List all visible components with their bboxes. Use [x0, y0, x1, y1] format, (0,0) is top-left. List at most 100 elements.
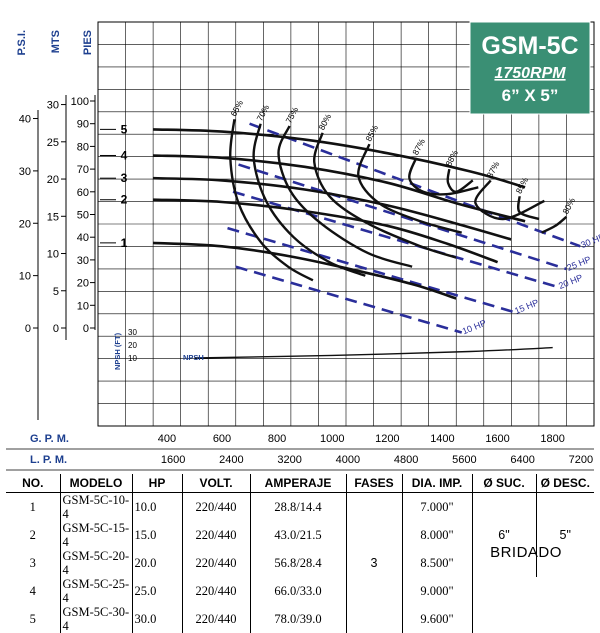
psi-tick-label: 40 — [19, 114, 31, 126]
table-cell: 220/440 — [182, 577, 250, 605]
mts-tick-label: 30 — [47, 100, 59, 112]
table-cell: GSM-5C-25-4 — [60, 577, 132, 605]
gpm-tick-label: 800 — [268, 433, 286, 445]
impeller-label: 1 — [121, 236, 128, 250]
lpm-axis-label: L. P. M. — [30, 454, 67, 466]
hp-label: 20 HP — [557, 272, 584, 291]
lpm-tick-label: 4800 — [394, 454, 418, 466]
impeller-label: 2 — [121, 193, 128, 207]
mts-tick-label: 10 — [47, 249, 59, 261]
gpm-tick-label: 1400 — [430, 433, 454, 445]
table-cell: 78.0/39.0 — [250, 605, 346, 633]
mts-tick-label: 15 — [47, 211, 59, 223]
table-cell: 9.600" — [402, 605, 472, 633]
efficiency-label: 85% — [363, 123, 380, 143]
efficiency-curve — [230, 119, 313, 280]
title-model: GSM-5C — [481, 32, 578, 60]
lpm-tick-label: 1600 — [161, 454, 185, 466]
psi-tick-label: 10 — [19, 271, 31, 283]
efficiency-curve — [448, 169, 473, 192]
chart-axes — [6, 95, 594, 470]
pies-tick-label: 0 — [83, 323, 89, 335]
table-cell: 220/440 — [182, 605, 250, 633]
table-cell: 5 — [6, 605, 60, 633]
pies-tick-label: 10 — [77, 300, 89, 312]
pies-tick-label: 80 — [77, 141, 89, 153]
gpm-tick-label: 1000 — [320, 433, 344, 445]
gpm-tick-label: 400 — [158, 433, 176, 445]
efficiency-label: 85% — [514, 175, 531, 195]
table-cell: 220/440 — [182, 549, 250, 577]
title-rpm: 1750RPM — [494, 65, 566, 82]
gpm-axis-label: G. P. M. — [30, 433, 69, 445]
efficiency-curve — [475, 180, 544, 219]
table-header-cell: MODELO — [60, 474, 132, 493]
table-cell: 220/440 — [182, 493, 250, 522]
table-cell: 4 — [6, 577, 60, 605]
table-header-cell: AMPERAJE — [250, 474, 346, 493]
lpm-tick-label: 5600 — [452, 454, 476, 466]
hp-line — [236, 267, 462, 333]
table-header-cell: NO. — [6, 474, 60, 493]
pies-tick-label: 90 — [77, 119, 89, 131]
table-cell: 30.0 — [132, 605, 182, 633]
impeller-label: 4 — [121, 148, 128, 162]
table-header-cell: Ø DESC. — [536, 474, 594, 493]
efficiency-label: 80% — [560, 196, 577, 216]
table-header-cell: HP — [132, 474, 182, 493]
lpm-tick-label: 7200 — [569, 454, 593, 466]
npsh-tick-label: 10 — [128, 354, 137, 363]
pies-tick-label: 40 — [77, 232, 89, 244]
mts-tick-label: 0 — [53, 323, 59, 335]
table-cell: 2 — [6, 521, 60, 549]
efficiency-label: 80% — [317, 112, 334, 132]
psi-tick-label: 30 — [19, 166, 31, 178]
gpm-tick-label: 600 — [213, 433, 231, 445]
table-cell: 9.000" — [402, 577, 472, 605]
psi-tick-label: 0 — [25, 323, 31, 335]
table-cell: 66.0/33.0 — [250, 577, 346, 605]
pies-tick-label: 100 — [71, 96, 89, 108]
hp-label: 30 HP — [579, 231, 600, 250]
npsh-axis-title: NPSH (FT) — [113, 332, 122, 370]
npsh-tick-label: 20 — [128, 341, 137, 350]
table-cell: 25.0 — [132, 577, 182, 605]
table-cell: 20.0 — [132, 549, 182, 577]
efficiency-label: 65% — [228, 98, 245, 118]
efficiency-label: 75% — [283, 105, 300, 125]
lpm-tick-label: 3200 — [277, 454, 301, 466]
table-cell: GSM-5C-10-4 — [60, 493, 132, 522]
efficiency-curves — [230, 119, 566, 280]
gpm-tick-label: 1600 — [485, 433, 509, 445]
connection-cell — [472, 577, 594, 633]
pies-tick-label: 30 — [77, 255, 89, 267]
table-cell: 10.0 — [132, 493, 182, 522]
hp-line — [228, 228, 515, 312]
table-cell: GSM-5C-30-4 — [60, 605, 132, 633]
lpm-tick-label: 4000 — [336, 454, 360, 466]
y-axis-title: PIES — [82, 30, 94, 55]
y-axis-title: MTS — [50, 30, 62, 53]
mts-tick-label: 20 — [47, 174, 59, 186]
table-cell: 15.0 — [132, 521, 182, 549]
pies-tick-label: 70 — [77, 164, 89, 176]
y-axis-title: P.S.I. — [16, 30, 28, 55]
table-cell: 3 — [6, 549, 60, 577]
table-cell: 220/440 — [182, 521, 250, 549]
table-cell: 1 — [6, 493, 60, 522]
impeller-label: 5 — [121, 122, 128, 136]
table-cell: 56.8/28.4 — [250, 549, 346, 577]
mts-tick-label: 5 — [53, 286, 59, 298]
efficiency-curve — [542, 217, 567, 233]
table-header-cell: VOLT. — [182, 474, 250, 493]
table-cell: 43.0/21.5 — [250, 521, 346, 549]
connection-type: BRIDADO — [458, 544, 594, 561]
pies-tick-label: 60 — [77, 187, 89, 199]
efficiency-label: 88% — [443, 148, 460, 168]
table-header-cell: DIA. IMP. — [402, 474, 472, 493]
npsh-label: NPSH — [183, 353, 204, 362]
npsh-tick-label: 30 — [128, 328, 137, 337]
